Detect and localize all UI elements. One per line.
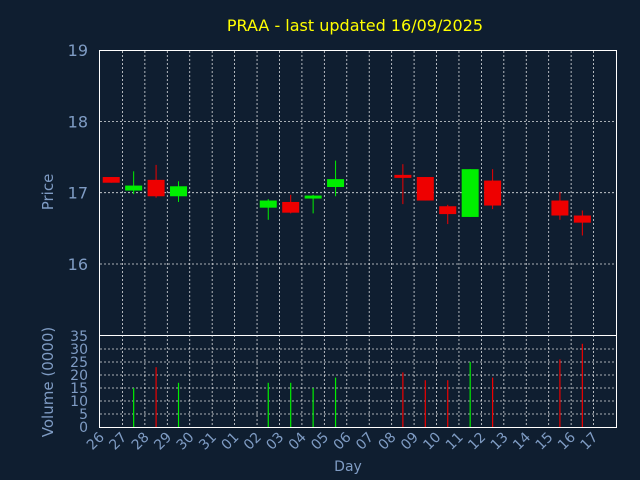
candle-body (259, 200, 277, 208)
day-x-ticks: 2627282930310102030405060708091011121314… (84, 429, 601, 453)
price-y-tick-label: 17 (68, 184, 88, 203)
candle-body (394, 174, 412, 178)
chart-title: PRAA - last updated 16/09/2025 (227, 16, 483, 35)
candle-body (416, 177, 434, 201)
candle-body (304, 195, 322, 199)
volume-bars (133, 343, 583, 427)
price-y-tick-label: 18 (68, 112, 88, 131)
volume-y-tick-label: 30 (70, 342, 88, 358)
candle-body (551, 200, 569, 216)
candle-body (282, 201, 300, 213)
day-axis-label: Day (334, 459, 362, 475)
candle-body (461, 169, 479, 217)
price-y-ticks: 16 17 18 19 (68, 41, 88, 274)
price-candles (102, 160, 591, 236)
volume-axis-label: Volume (0000) (39, 327, 57, 437)
candle-body (484, 180, 502, 206)
price-y-tick-label: 19 (68, 41, 88, 60)
candle-body (102, 177, 120, 183)
candle-body (147, 179, 165, 197)
volume-y-tick-label: 5 (79, 407, 88, 423)
price-gridlines (100, 51, 616, 335)
volume-y-tick-label: 25 (70, 355, 88, 371)
price-axis-label: Price (39, 174, 57, 211)
volume-plot-frame (99, 335, 617, 428)
volume-y-tick-label: 10 (70, 394, 88, 410)
candle-body (125, 185, 143, 191)
candle-body (170, 186, 188, 197)
candle-body (327, 179, 345, 187)
price-y-tick-label: 16 (68, 255, 88, 274)
volume-y-tick-label: 20 (70, 368, 88, 384)
volume-y-tick-label: 35 (70, 329, 88, 345)
volume-y-tick-label: 0 (79, 420, 88, 436)
candle-body (439, 206, 457, 215)
volume-y-tick-label: 15 (70, 381, 88, 397)
candle-body (573, 215, 591, 223)
volume-gridlines (100, 335, 616, 427)
